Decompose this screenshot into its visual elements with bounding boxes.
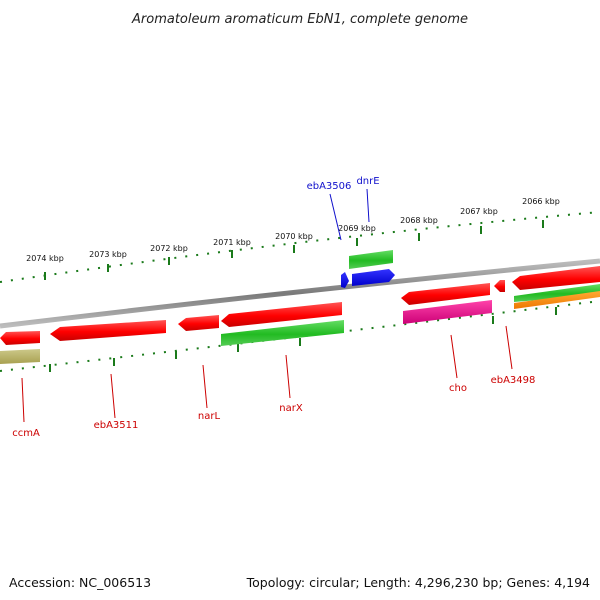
accession-text: Accession: NC_006513	[9, 575, 151, 590]
ruler-tick-labels: 2074 kbp 2073 kbp 2072 kbp 2071 kbp 2070…	[26, 197, 560, 263]
label-narX[interactable]: narX	[279, 403, 303, 414]
tick-label-2068: 2068 kbp	[400, 216, 438, 225]
label-narL[interactable]: narL	[198, 411, 221, 422]
tick-label-2074: 2074 kbp	[26, 254, 64, 263]
gene-dnrE[interactable]	[349, 250, 393, 269]
gene-ebA3498[interactable]	[494, 280, 505, 292]
gene-narL[interactable]	[178, 315, 219, 331]
tick-label-2069: 2069 kbp	[338, 224, 376, 233]
ruler-upper: 2074 kbp 2073 kbp 2072 kbp 2071 kbp 2070…	[0, 197, 600, 283]
tick-label-2072: 2072 kbp	[150, 244, 188, 253]
gene-green-right[interactable]	[514, 284, 600, 302]
gene-narX[interactable]	[221, 302, 342, 327]
gene-magenta[interactable]	[403, 300, 492, 324]
ruler-lower	[0, 300, 600, 372]
tick-label-2066: 2066 kbp	[522, 197, 560, 206]
gene-ebA3506[interactable]	[341, 272, 349, 288]
tick-label-2070: 2070 kbp	[275, 232, 313, 241]
gene-callouts	[21, 188, 513, 423]
gene-cho[interactable]	[401, 283, 490, 305]
genome-summary-text: Topology: circular; Length: 4,296,230 bp…	[246, 575, 590, 590]
map-title: Aromatoleum aromaticum EbN1, complete ge…	[131, 12, 468, 27]
gene-olive[interactable]	[0, 349, 40, 364]
gene-green-lower[interactable]	[221, 320, 344, 346]
gene-blue-forward[interactable]	[352, 269, 395, 286]
ruler-major-ticks	[44, 220, 544, 280]
gene-features	[0, 250, 600, 364]
gene-red-right[interactable]	[512, 266, 600, 290]
gene-labels: ccmA ebA3511 narL narX cho ebA3498 ebA35…	[12, 176, 535, 439]
tick-label-2071: 2071 kbp	[213, 238, 251, 247]
label-dnrE[interactable]: dnrE	[356, 176, 379, 187]
label-cho[interactable]: cho	[449, 383, 467, 394]
gene-ebA3511[interactable]	[50, 320, 166, 341]
genome-backbone	[0, 258, 600, 329]
gene-ccmA[interactable]	[0, 331, 40, 345]
label-ebA3498[interactable]: ebA3498	[491, 375, 536, 386]
tick-label-2073: 2073 kbp	[89, 250, 127, 259]
label-ebA3506[interactable]: ebA3506	[307, 181, 352, 192]
label-ebA3511[interactable]: ebA3511	[94, 420, 139, 431]
gene-orange-right[interactable]	[514, 291, 600, 309]
label-ccmA[interactable]: ccmA	[12, 428, 40, 439]
tick-label-2067: 2067 kbp	[460, 207, 498, 216]
